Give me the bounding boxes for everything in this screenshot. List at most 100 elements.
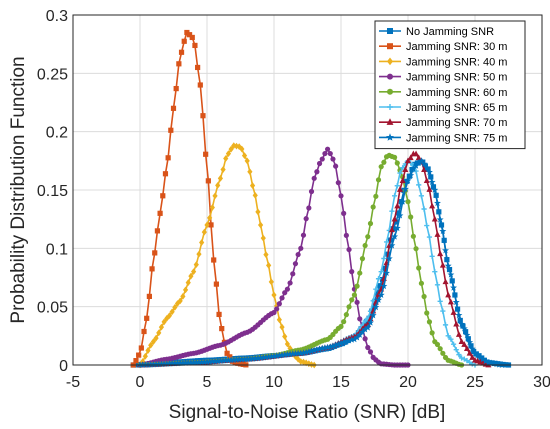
- data-point: [308, 188, 315, 195]
- data-point: [343, 312, 349, 318]
- data-point: [257, 354, 265, 361]
- data-point: [191, 268, 197, 276]
- legend-label: No Jamming SNR: [406, 26, 494, 38]
- data-point: [400, 165, 406, 171]
- data-point: [233, 356, 240, 363]
- plot-frame: [72, 14, 543, 366]
- data-point: [394, 160, 400, 166]
- data-point: [254, 354, 262, 362]
- data-point: [469, 354, 476, 360]
- legend-box: [374, 20, 526, 150]
- legend-marker: [387, 57, 393, 66]
- data-point: [436, 216, 444, 223]
- data-point: [418, 193, 424, 199]
- x-tick-label: 5: [203, 374, 212, 391]
- data-point: [456, 352, 462, 358]
- data-point: [367, 220, 374, 227]
- data-point: [409, 165, 417, 172]
- legend-item: Jamming SNR: 70 m: [379, 117, 507, 129]
- data-point: [228, 145, 234, 153]
- data-point: [424, 222, 430, 229]
- data-point: [212, 192, 218, 200]
- data-point: [471, 349, 479, 357]
- data-point: [184, 359, 192, 366]
- data-point: [262, 353, 270, 361]
- data-point: [452, 298, 460, 306]
- data-point: [302, 348, 310, 356]
- x-axis-label: Signal-to-Noise Ratio (SNR) [dB]: [169, 402, 446, 423]
- data-point: [152, 250, 158, 256]
- data-point: [290, 271, 296, 277]
- data-point: [464, 358, 470, 364]
- data-point: [429, 202, 436, 209]
- data-point: [333, 163, 339, 169]
- data-point: [332, 341, 340, 349]
- data-point: [284, 340, 290, 348]
- data-point: [160, 193, 166, 199]
- data-point: [458, 320, 466, 328]
- data-point: [133, 358, 139, 364]
- data-point: [208, 222, 214, 228]
- data-point: [255, 208, 261, 216]
- data-point: [322, 150, 328, 157]
- data-point: [338, 323, 344, 330]
- data-point: [157, 210, 163, 216]
- data-point: [166, 312, 173, 320]
- data-point: [169, 308, 175, 316]
- data-point: [356, 331, 364, 338]
- y-tick-label: 0.2: [46, 125, 68, 142]
- data-point: [334, 340, 342, 348]
- data-point: [351, 292, 357, 298]
- data-point: [195, 64, 201, 71]
- data-point: [415, 154, 422, 161]
- data-point: [308, 347, 315, 355]
- data-point: [222, 356, 230, 364]
- data-point: [224, 350, 230, 356]
- data-point: [300, 349, 307, 356]
- data-point: [197, 82, 203, 88]
- data-point: [237, 361, 244, 367]
- data-point: [350, 335, 358, 343]
- data-point: [166, 360, 173, 367]
- data-point: [192, 358, 200, 366]
- data-point: [149, 360, 157, 368]
- data-point: [144, 315, 150, 321]
- legend-label: Jamming SNR: 40 m: [406, 56, 507, 68]
- data-point: [196, 250, 202, 258]
- data-point: [381, 159, 387, 165]
- data-point: [324, 343, 332, 351]
- data-point: [208, 357, 216, 365]
- data-point: [358, 328, 366, 335]
- data-point: [258, 221, 264, 229]
- data-point: [362, 318, 368, 324]
- data-point: [389, 208, 395, 214]
- data-point: [461, 341, 468, 347]
- data-point: [440, 350, 446, 356]
- data-point: [413, 246, 419, 252]
- data-point: [227, 356, 235, 364]
- data-point: [216, 311, 222, 318]
- data-point: [316, 345, 324, 352]
- data-point: [187, 359, 195, 366]
- data-point: [391, 215, 398, 222]
- data-point: [453, 347, 459, 353]
- data-point: [420, 160, 428, 167]
- data-point: [337, 339, 345, 347]
- data-point: [393, 224, 401, 232]
- data-point: [146, 293, 152, 299]
- data-point: [271, 291, 277, 299]
- data-point: [177, 297, 183, 305]
- data-point: [362, 242, 368, 249]
- data-point: [329, 342, 337, 350]
- data-point: [220, 166, 226, 173]
- data-point: [405, 157, 411, 164]
- data-point: [325, 146, 331, 152]
- data-point: [205, 178, 211, 184]
- data-point: [349, 297, 355, 303]
- data-point: [297, 349, 305, 357]
- data-point: [346, 246, 352, 253]
- legend-label: Jamming SNR: 60 m: [406, 87, 507, 99]
- data-point: [426, 234, 433, 240]
- legend-item: Jamming SNR: 65 m: [379, 102, 507, 114]
- data-point: [181, 38, 187, 44]
